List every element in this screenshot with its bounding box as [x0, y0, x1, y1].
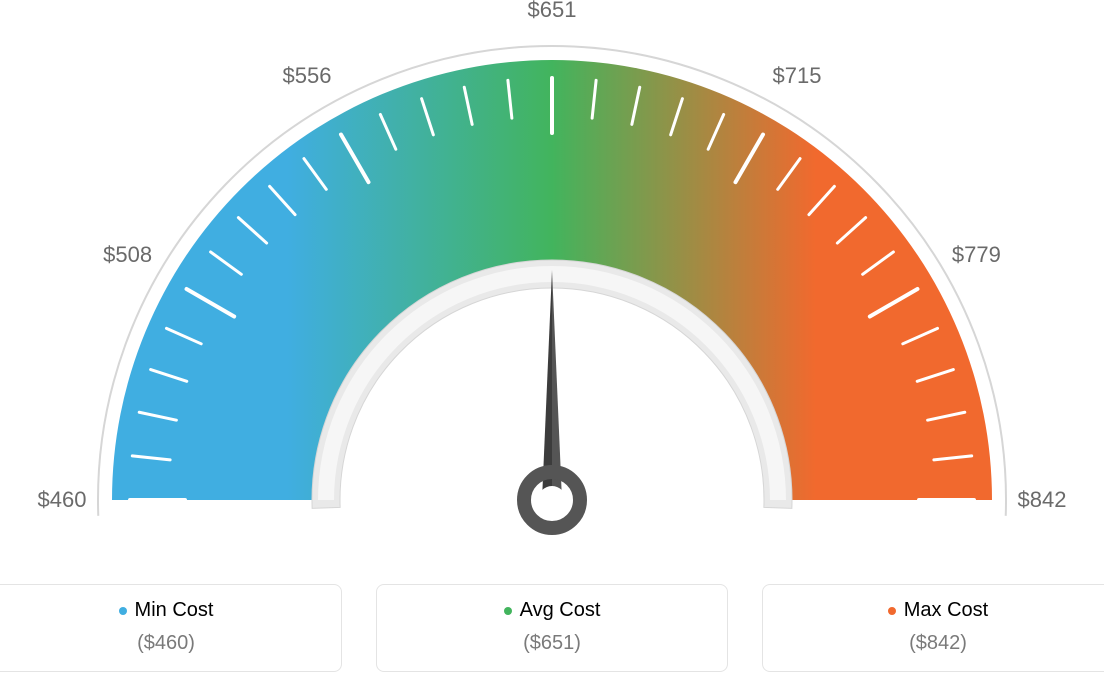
gauge-svg — [0, 0, 1104, 560]
legend-title-avg-text: Avg Cost — [520, 599, 601, 622]
gauge-tick-label: $651 — [528, 0, 577, 23]
legend-dot-max — [888, 607, 896, 615]
gauge-tick-label: $556 — [283, 63, 332, 89]
legend-card-avg: Avg Cost ($651) — [376, 584, 728, 672]
gauge-tick-label: $779 — [952, 242, 1001, 268]
gauge-chart: $460 $508 $556 $651 $715 $779 $842 — [0, 0, 1104, 560]
legend-row: Min Cost ($460) Avg Cost ($651) Max Cost… — [0, 584, 1104, 672]
legend-value-min: ($460) — [1, 632, 331, 655]
legend-dot-min — [119, 607, 127, 615]
legend-value-max: ($842) — [773, 632, 1103, 655]
gauge-tick-label: $460 — [38, 487, 87, 513]
legend-card-min: Min Cost ($460) — [0, 584, 342, 672]
legend-title-avg: Avg Cost — [504, 599, 601, 622]
legend-value-avg: ($651) — [387, 632, 717, 655]
legend-title-max-text: Max Cost — [904, 599, 988, 622]
gauge-tick-label: $715 — [773, 63, 822, 89]
gauge-tick-label: $842 — [1018, 487, 1067, 513]
legend-title-max: Max Cost — [888, 599, 988, 622]
legend-title-min: Min Cost — [119, 599, 214, 622]
gauge-tick-label: $508 — [103, 242, 152, 268]
gauge-needle — [524, 270, 580, 528]
cost-gauge-container: $460 $508 $556 $651 $715 $779 $842 Min Cost ($… — [0, 0, 1104, 690]
legend-dot-avg — [504, 607, 512, 615]
legend-title-min-text: Min Cost — [135, 599, 214, 622]
legend-card-max: Max Cost ($842) — [762, 584, 1104, 672]
